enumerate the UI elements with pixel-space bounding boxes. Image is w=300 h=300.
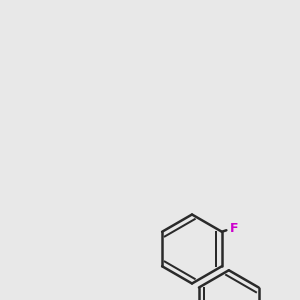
Text: F: F bbox=[230, 222, 238, 235]
